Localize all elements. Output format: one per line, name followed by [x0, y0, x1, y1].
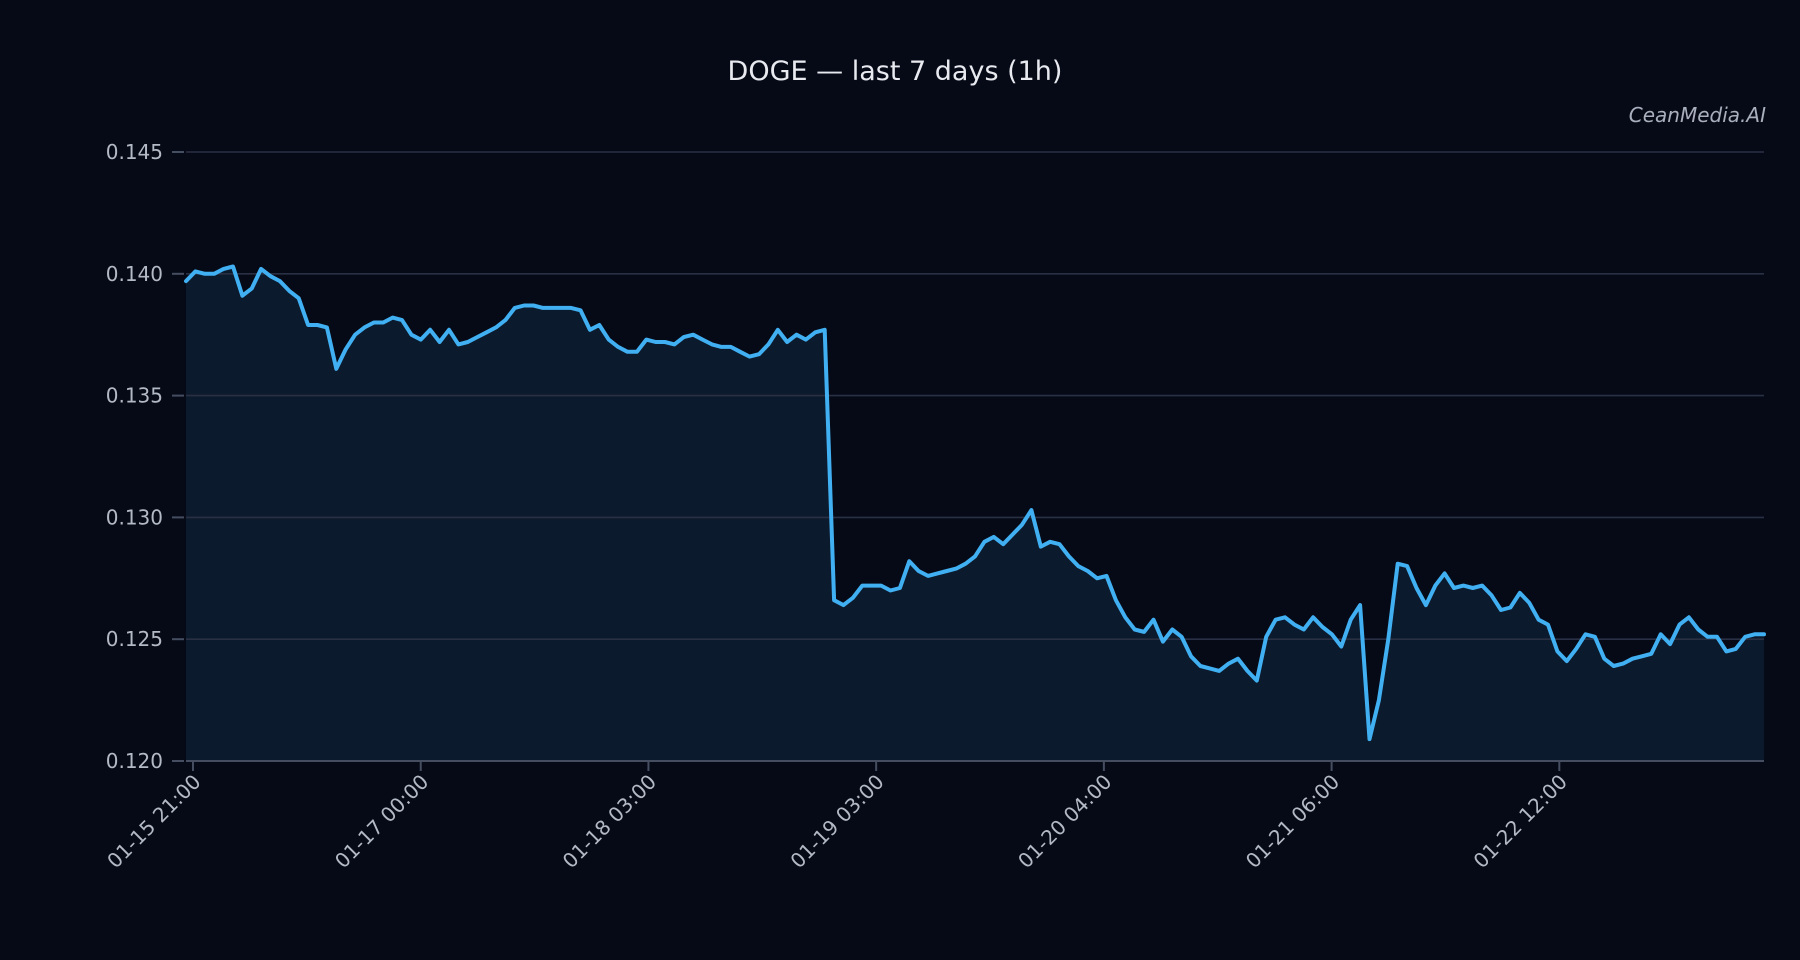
y-tick-label: 0.140	[106, 262, 163, 286]
y-tick-label: 0.130	[106, 505, 163, 529]
y-tick-label: 0.145	[106, 140, 163, 164]
y-tick-label: 0.125	[106, 627, 163, 651]
y-tick-marks	[172, 151, 184, 762]
watermark: CeanMedia.AI	[1629, 103, 1766, 127]
y-tick-labels: 0.145 0.140 0.135 0.130 0.125 0.120	[106, 140, 163, 773]
x-tick-marks	[192, 762, 1561, 771]
y-tick-label: 0.120	[106, 749, 163, 773]
chart-title: DOGE — last 7 days (1h)	[728, 56, 1063, 87]
price-line	[184, 264, 1766, 742]
y-tick-label: 0.135	[106, 384, 163, 408]
area-fill	[186, 266, 1764, 761]
